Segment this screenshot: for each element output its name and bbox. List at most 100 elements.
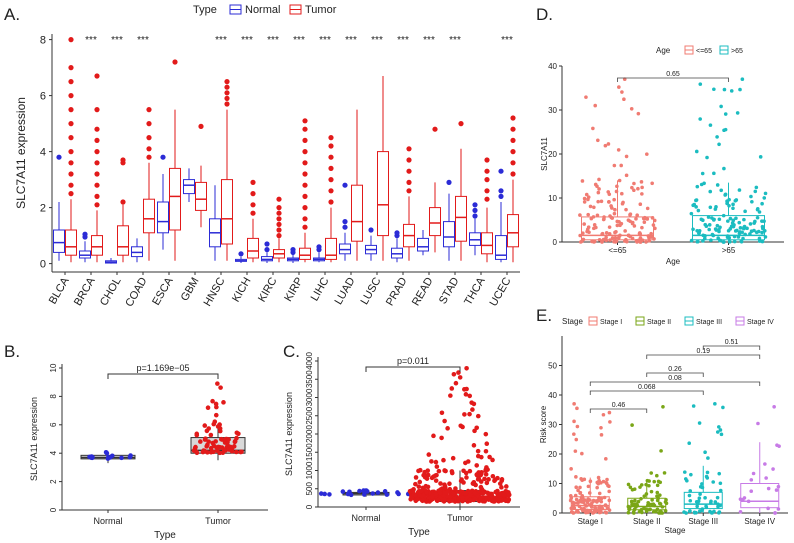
data-point	[215, 424, 221, 429]
data-point	[701, 218, 705, 223]
group-e-2	[682, 402, 725, 515]
data-point	[756, 421, 760, 426]
comparison-bracket-e	[589, 408, 648, 413]
tumor-box	[65, 229, 77, 256]
data-point	[578, 233, 582, 238]
data-point	[713, 500, 718, 504]
data-point	[639, 180, 644, 184]
data-point	[752, 221, 756, 225]
data-point	[741, 236, 745, 241]
data-point	[467, 468, 473, 474]
data-point	[764, 476, 768, 480]
outlier-point	[276, 221, 282, 227]
data-point	[620, 201, 625, 206]
outlier-point	[68, 93, 74, 99]
tumor-box	[481, 232, 493, 255]
data-point	[596, 190, 601, 195]
data-point	[626, 218, 631, 222]
data-point	[436, 468, 442, 474]
panel-label-c: C.	[283, 342, 300, 361]
tumor-box	[221, 179, 233, 245]
data-point	[234, 430, 240, 436]
data-point	[761, 226, 765, 231]
data-point	[708, 123, 713, 127]
group-d-1	[689, 77, 768, 244]
outlier-point	[328, 199, 334, 205]
data-point	[478, 479, 484, 484]
data-point	[645, 152, 649, 156]
data-point	[429, 459, 434, 464]
x-tick-label-lusc: LUSC	[359, 275, 384, 306]
y-tick-label-b: 6	[49, 422, 58, 427]
data-point	[606, 142, 611, 146]
data-point	[591, 239, 595, 243]
tumor-box	[455, 195, 467, 242]
outlier-point	[302, 160, 308, 166]
data-point	[575, 424, 580, 429]
data-point	[595, 500, 599, 504]
data-point	[726, 228, 731, 233]
data-point	[688, 498, 693, 503]
outlier-point	[68, 65, 74, 71]
comparison-bracket-e	[589, 381, 761, 386]
x-tick-label-kirp: KIRP	[282, 276, 305, 304]
data-point	[475, 413, 481, 419]
data-point	[619, 221, 624, 226]
data-point	[647, 479, 651, 483]
data-point	[483, 472, 489, 477]
y-tick-label-d: 20	[548, 150, 557, 159]
data-point	[127, 455, 133, 460]
data-point	[463, 490, 469, 496]
data-point	[731, 206, 735, 211]
data-point	[573, 449, 578, 453]
data-point	[596, 475, 601, 480]
data-point	[692, 202, 697, 207]
data-point	[742, 225, 746, 230]
data-point	[467, 393, 473, 399]
data-point	[318, 491, 324, 496]
boxpair-coad	[131, 107, 155, 263]
data-point	[322, 491, 328, 497]
data-point	[748, 222, 753, 226]
data-point	[226, 437, 231, 442]
data-point	[655, 483, 660, 488]
data-point	[639, 483, 644, 487]
outlier-point	[446, 179, 452, 185]
data-point	[739, 239, 744, 244]
x-tick-label-kich: KICH	[230, 275, 254, 304]
x-tick-label-kirc: KIRC	[256, 275, 280, 304]
data-point	[661, 405, 665, 409]
data-point	[445, 426, 450, 431]
data-point	[688, 509, 692, 513]
data-point	[597, 237, 602, 242]
boxpair-chol	[105, 157, 129, 264]
data-point	[725, 235, 730, 240]
data-point	[650, 181, 654, 186]
data-point	[504, 484, 509, 489]
group-e-0	[568, 402, 612, 515]
outlier-point	[146, 121, 152, 127]
data-point	[415, 490, 421, 495]
data-point	[755, 207, 760, 211]
data-point	[725, 201, 729, 206]
data-point	[683, 477, 688, 481]
data-point	[487, 454, 492, 460]
data-point	[604, 457, 608, 461]
outlier-point	[198, 123, 204, 129]
data-point	[694, 149, 699, 154]
data-point	[615, 184, 619, 189]
data-point	[614, 189, 619, 194]
data-point	[413, 481, 418, 487]
data-point	[727, 203, 731, 208]
data-point	[717, 510, 722, 514]
outlier-point	[238, 251, 244, 257]
data-point	[648, 507, 652, 512]
data-point	[457, 375, 463, 380]
outlier-point	[302, 193, 308, 199]
tumor-box	[169, 167, 181, 231]
data-point	[591, 499, 595, 504]
data-point	[443, 468, 448, 474]
data-point	[501, 492, 507, 498]
outlier-point	[94, 107, 100, 113]
data-point	[609, 204, 613, 208]
